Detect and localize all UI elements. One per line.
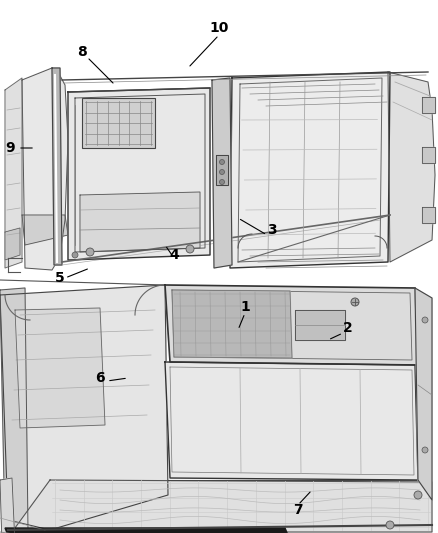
Circle shape: [422, 447, 428, 453]
Circle shape: [422, 317, 428, 323]
Polygon shape: [422, 97, 435, 113]
Polygon shape: [22, 215, 68, 245]
Text: 8: 8: [77, 45, 87, 59]
Circle shape: [72, 252, 78, 258]
Polygon shape: [0, 285, 168, 530]
Polygon shape: [422, 147, 435, 163]
Polygon shape: [5, 528, 290, 533]
Polygon shape: [5, 228, 20, 260]
Circle shape: [351, 298, 359, 306]
Polygon shape: [295, 310, 345, 340]
Polygon shape: [15, 308, 105, 428]
FancyBboxPatch shape: [82, 98, 155, 148]
Polygon shape: [165, 362, 418, 480]
Circle shape: [219, 159, 225, 165]
Polygon shape: [80, 192, 200, 252]
Text: 9: 9: [5, 141, 15, 155]
Polygon shape: [172, 290, 292, 358]
Polygon shape: [212, 78, 232, 268]
Polygon shape: [216, 155, 228, 185]
Text: 6: 6: [95, 371, 105, 385]
Text: 5: 5: [55, 271, 65, 285]
Polygon shape: [68, 88, 210, 260]
Polygon shape: [0, 478, 15, 533]
Polygon shape: [415, 288, 432, 500]
Polygon shape: [422, 207, 435, 223]
Circle shape: [386, 521, 394, 529]
Circle shape: [414, 491, 422, 499]
Text: 10: 10: [209, 21, 229, 35]
Circle shape: [86, 248, 94, 256]
Circle shape: [219, 169, 225, 174]
Polygon shape: [165, 285, 418, 365]
Text: 3: 3: [267, 223, 277, 237]
Polygon shape: [12, 480, 432, 532]
Polygon shape: [52, 68, 62, 265]
Circle shape: [186, 245, 194, 253]
Polygon shape: [22, 68, 68, 270]
Polygon shape: [388, 72, 435, 262]
Text: 1: 1: [240, 300, 250, 314]
Text: 2: 2: [343, 321, 353, 335]
Polygon shape: [5, 78, 22, 268]
Circle shape: [219, 180, 225, 184]
Text: 4: 4: [169, 248, 179, 262]
Polygon shape: [0, 288, 28, 532]
Polygon shape: [230, 72, 390, 268]
Text: 7: 7: [293, 503, 303, 517]
